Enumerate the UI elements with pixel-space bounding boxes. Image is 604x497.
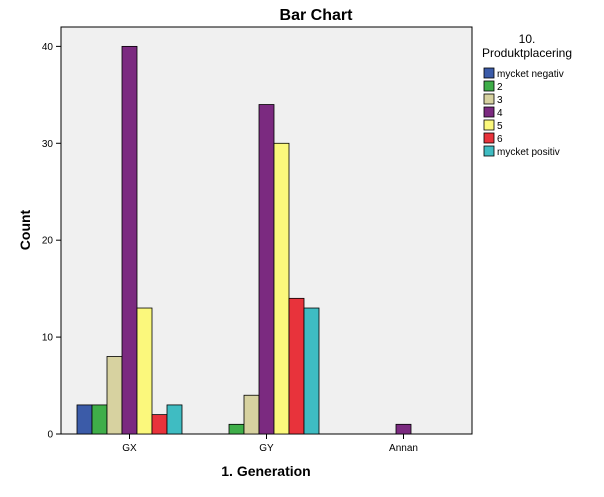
y-axis-label: Count: [17, 209, 33, 250]
y-tick-label: 20: [42, 236, 54, 247]
y-tick-label: 10: [42, 333, 54, 344]
x-axis-label: 1. Generation: [221, 463, 310, 479]
legend-title-line-2: Produktplacering: [482, 46, 572, 60]
legend-swatch: [483, 132, 495, 144]
legend: 10.Produktplacering mycket negativ 2 3 4 5 6 my…: [482, 32, 572, 158]
bars-group: [76, 45, 412, 435]
x-tick-label-gy: GY: [259, 443, 274, 454]
bar-gx-mycket-positiv: [166, 404, 183, 435]
chart-title: Bar Chart: [280, 7, 354, 24]
legend-label: 3: [497, 95, 503, 106]
bar-gy-6: [288, 297, 305, 435]
legend-swatch: [483, 93, 495, 105]
legend-swatch: [483, 119, 495, 131]
bar-gy-4: [258, 104, 275, 435]
legend-label: 5: [497, 121, 503, 132]
bar-gx-4: [121, 45, 138, 435]
bar-gy-2: [228, 423, 245, 435]
legend-swatch: [483, 145, 495, 157]
legend-swatch: [483, 80, 495, 92]
y-tick-label: 0: [47, 430, 53, 441]
legend-label: mycket positiv: [497, 147, 560, 158]
bar-gx-6: [151, 414, 168, 435]
bar-gy-3: [243, 394, 260, 435]
legend-swatch: [483, 67, 495, 79]
y-axis: 0 10 20 30 40: [42, 42, 61, 441]
bar-gx-mycket-negativ: [76, 404, 93, 435]
legend-swatch: [483, 106, 495, 118]
y-tick-label: 30: [42, 139, 54, 150]
y-tick-label: 40: [42, 42, 54, 53]
bar-annan-4: [395, 423, 412, 435]
legend-label: 2: [497, 82, 503, 93]
bar-gy-5: [273, 142, 290, 435]
legend-title-line-1: 10.: [519, 32, 536, 46]
legend-label: mycket negativ: [497, 69, 564, 80]
legend-label: 4: [497, 108, 503, 119]
x-tick-label-annan: Annan: [389, 443, 418, 454]
bar-gx-5: [136, 307, 153, 435]
x-tick-label-gx: GX: [122, 443, 137, 454]
legend-label: 6: [497, 134, 503, 145]
bar-gx-2: [91, 404, 108, 435]
x-axis: GX GY Annan: [122, 434, 418, 454]
bar-gx-3: [106, 356, 123, 435]
bar-gy-mycket-positiv: [303, 307, 320, 435]
